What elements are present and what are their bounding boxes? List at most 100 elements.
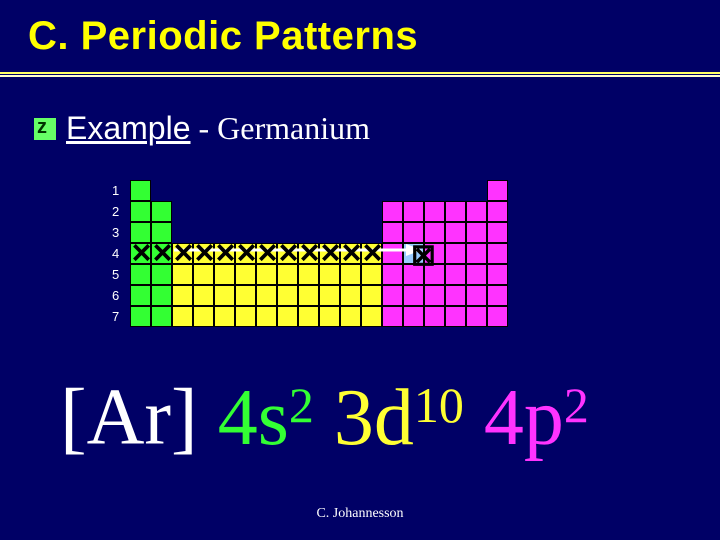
row-label: 6	[112, 285, 119, 306]
pt-cell	[487, 285, 508, 306]
config-noble-gas: [Ar]	[60, 374, 198, 462]
pt-cell	[445, 243, 466, 264]
pt-cell	[151, 285, 172, 306]
row-label: 1	[112, 180, 119, 201]
pt-cell	[382, 306, 403, 327]
pt-cell	[466, 306, 487, 327]
x-mark: ×	[359, 243, 380, 264]
pt-cell	[172, 306, 193, 327]
electron-config: [Ar] 4s2 3d10 4p2	[60, 370, 589, 464]
bullet-icon	[34, 118, 56, 140]
pt-cell	[130, 306, 151, 327]
pt-cell	[487, 201, 508, 222]
pt-cell	[193, 306, 214, 327]
pt-cell	[277, 306, 298, 327]
pt-cell	[340, 306, 361, 327]
pt-cell	[193, 285, 214, 306]
pt-cell	[466, 285, 487, 306]
slide-title: C. Periodic Patterns	[28, 14, 418, 59]
x-mark: ×	[338, 243, 359, 264]
pt-cell	[424, 285, 445, 306]
pt-cell	[193, 180, 214, 201]
pt-cell	[403, 306, 424, 327]
pt-cell	[361, 306, 382, 327]
pt-cell	[130, 285, 151, 306]
row-label: 7	[112, 306, 119, 327]
pt-cell	[403, 201, 424, 222]
pt-cell	[319, 180, 340, 201]
pt-cell	[382, 285, 403, 306]
pt-cell	[424, 306, 445, 327]
pt-cell	[466, 201, 487, 222]
example-label: Example	[66, 110, 191, 147]
pt-cell	[298, 285, 319, 306]
pt-cell	[445, 285, 466, 306]
pt-cell	[172, 201, 193, 222]
pt-cell	[466, 264, 487, 285]
pt-cell	[487, 243, 508, 264]
pt-cell	[130, 180, 151, 201]
pt-cell	[235, 201, 256, 222]
x-mark: ×	[275, 243, 296, 264]
x-mark: ×	[212, 243, 233, 264]
pt-cell	[445, 306, 466, 327]
pt-cell	[256, 201, 277, 222]
pt-cell	[445, 264, 466, 285]
pt-cell	[214, 201, 235, 222]
pt-cell	[256, 306, 277, 327]
row-labels: 1 2 3 4 5 6 7	[112, 180, 119, 327]
pt-cell	[487, 222, 508, 243]
x-mark: ×	[149, 243, 170, 264]
row-label: 4	[112, 243, 119, 264]
pt-cell	[298, 180, 319, 201]
config-d: 3d10	[334, 374, 464, 462]
pt-cell	[403, 180, 424, 201]
pt-cell	[466, 180, 487, 201]
pt-cell	[319, 285, 340, 306]
config-p: 4p2	[484, 374, 589, 462]
pt-cell	[214, 180, 235, 201]
pt-cell	[340, 285, 361, 306]
pt-cell	[319, 306, 340, 327]
x-marks-row: ××××××××××××⊠	[128, 243, 431, 264]
pt-cell	[340, 180, 361, 201]
pt-cell	[487, 264, 508, 285]
pt-cell	[277, 201, 298, 222]
pt-cell	[256, 180, 277, 201]
pt-cell	[172, 180, 193, 201]
example-value: - Germanium	[199, 110, 371, 147]
pt-cell	[445, 180, 466, 201]
pt-cell	[424, 201, 445, 222]
pt-cell	[382, 222, 403, 243]
x-mark: ×	[170, 243, 191, 264]
x-mark: ×	[254, 243, 275, 264]
x-mark: ×	[317, 243, 338, 264]
title-underline	[0, 72, 720, 77]
pt-cell	[340, 201, 361, 222]
pt-cell	[298, 306, 319, 327]
pt-cell	[130, 201, 151, 222]
pt-cell	[172, 285, 193, 306]
pt-cell	[382, 201, 403, 222]
pt-cell	[214, 285, 235, 306]
row-label: 2	[112, 201, 119, 222]
pt-cell	[487, 306, 508, 327]
pt-cell	[382, 180, 403, 201]
x-mark: ×	[296, 243, 317, 264]
pt-cell	[151, 180, 172, 201]
pt-cell	[445, 201, 466, 222]
pt-cell	[298, 201, 319, 222]
pt-cell	[277, 285, 298, 306]
pt-cell	[235, 180, 256, 201]
pt-cell	[193, 201, 214, 222]
x-mark: ×	[128, 243, 149, 264]
pt-cell	[151, 201, 172, 222]
pt-cell	[361, 180, 382, 201]
pt-cell	[466, 222, 487, 243]
config-s: 4s2	[218, 374, 314, 462]
row-label: 5	[112, 264, 119, 285]
pt-cell	[424, 180, 445, 201]
pt-cell	[214, 306, 235, 327]
x-mark: ×	[233, 243, 254, 264]
x-mark: ×	[191, 243, 212, 264]
